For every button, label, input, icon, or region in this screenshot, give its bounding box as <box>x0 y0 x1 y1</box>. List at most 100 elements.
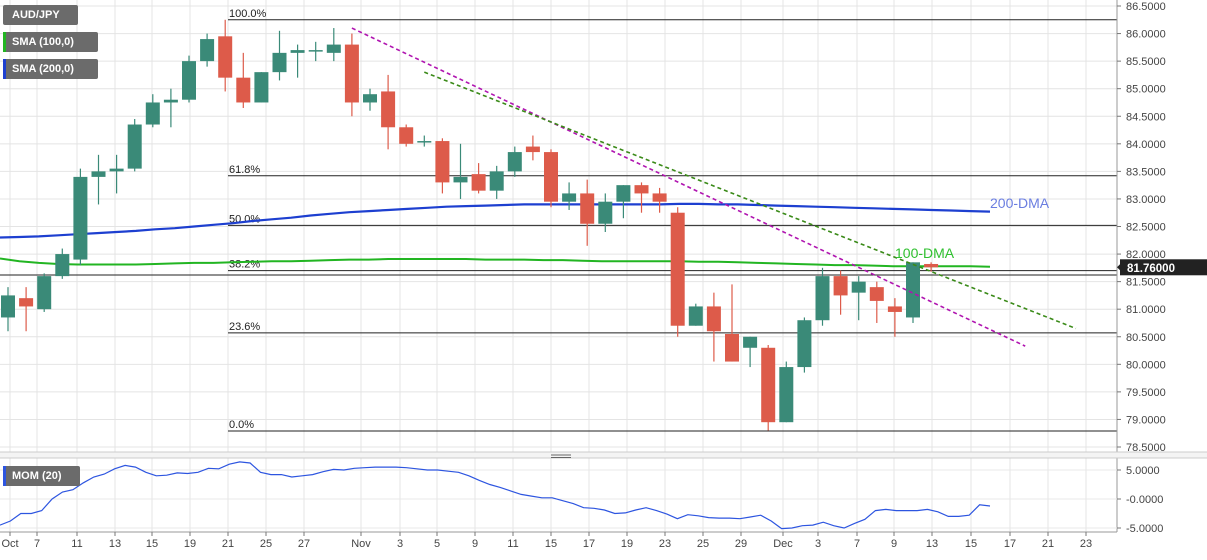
time-axis-label: 11 <box>507 538 518 550</box>
time-axis-label: 11 <box>71 538 82 550</box>
time-axis-label: 25 <box>260 538 272 550</box>
candle-up <box>815 276 830 321</box>
candle-down <box>399 127 414 144</box>
time-axis-label: 9 <box>891 538 897 550</box>
price-axis-label: 86.0000 <box>1126 29 1166 41</box>
candle-down <box>218 36 233 78</box>
sma100-swatch <box>3 32 6 52</box>
time-axis-label: 21 <box>222 538 234 550</box>
candle-down <box>344 44 359 103</box>
mom-axis-label: -5.0000 <box>1126 523 1163 535</box>
time-axis-label: 17 <box>1004 538 1016 550</box>
time-axis-label: 5 <box>434 538 440 550</box>
candle-down <box>869 287 884 301</box>
mom-legend[interactable]: MOM (20) <box>3 466 80 486</box>
time-axis-label: 3 <box>815 538 821 550</box>
price-axis-label: 85.0000 <box>1126 84 1166 96</box>
candle-down <box>236 77 251 103</box>
magenta-trendline <box>351 27 1026 347</box>
fib-label: 61.8% <box>229 164 260 176</box>
time-axis-label: 25 <box>697 538 709 550</box>
price-axis-label: 79.0000 <box>1126 414 1166 426</box>
candle-up <box>73 176 88 260</box>
candle-up <box>290 50 305 53</box>
candle-down <box>435 141 450 183</box>
price-axis-label: 83.5000 <box>1126 166 1166 178</box>
time-axis-label: Nov <box>351 538 371 550</box>
time-axis-label: 23 <box>1080 538 1092 550</box>
candle-up <box>598 201 613 224</box>
price-tag-pointer <box>1117 262 1122 273</box>
price-tag <box>1120 259 1207 276</box>
candle-up <box>109 168 124 172</box>
candle-down <box>471 174 486 191</box>
candle-up <box>326 44 341 53</box>
price-axis-label: 80.5000 <box>1126 332 1166 344</box>
price-axis-label: 78.5000 <box>1126 442 1166 454</box>
candle-up <box>200 39 215 62</box>
mom-line <box>0 461 991 530</box>
candle-up <box>127 124 142 169</box>
fib-label: 0.0% <box>229 419 254 431</box>
candle-down <box>761 347 776 423</box>
green-trendline <box>424 71 1077 330</box>
sma200-legend[interactable]: SMA (200,0) <box>3 59 98 79</box>
candle-up <box>489 171 504 191</box>
price-axis-label: 82.0000 <box>1126 249 1166 261</box>
candle-up <box>182 61 196 100</box>
time-axis-label: 17 <box>583 538 595 550</box>
time-axis-label: 13 <box>109 538 121 550</box>
candle-up <box>616 185 631 202</box>
candle-up <box>851 281 866 293</box>
fib-label: 38.2% <box>229 259 260 271</box>
time-axis-label: 13 <box>926 538 938 550</box>
time-axis-label: 3 <box>397 538 403 550</box>
time-axis-label: Dec <box>773 538 793 550</box>
time-axis-label: 15 <box>146 538 158 550</box>
panel-separator <box>0 452 1207 458</box>
price-axis-label: 81.0000 <box>1126 304 1166 316</box>
annotation-200-dma: 200-DMA <box>990 195 1050 211</box>
candle-up <box>688 306 703 326</box>
price-axis-label: 84.5000 <box>1126 111 1166 123</box>
candle-down <box>525 146 540 153</box>
time-axis-label: Oct <box>1 538 18 550</box>
price-axis-label: 80.0000 <box>1126 359 1166 371</box>
candle-down <box>887 306 902 312</box>
time-axis-label: 9 <box>472 538 478 550</box>
mom-axis-label: 5.0000 <box>1126 465 1160 477</box>
time-axis-label: 19 <box>621 538 633 550</box>
candle-up <box>1 295 15 318</box>
price-axis-label: 83.0000 <box>1126 194 1166 206</box>
sma200-legend-label: SMA (200,0) <box>12 63 74 75</box>
candle-up <box>37 276 52 310</box>
candle-down <box>19 298 34 307</box>
candle-down <box>652 193 667 202</box>
candle-up <box>562 193 577 202</box>
instrument-label[interactable]: AUD/JPY <box>3 5 78 25</box>
mom-legend-label: MOM (20) <box>12 470 62 482</box>
time-axis-label: 15 <box>965 538 977 550</box>
candle-up <box>453 176 468 183</box>
candle-up <box>363 94 377 103</box>
sma200-swatch <box>3 59 6 79</box>
candle-up <box>417 141 432 143</box>
fib-label: 23.6% <box>229 321 260 333</box>
candle-up <box>308 50 323 52</box>
mom-swatch <box>3 466 6 486</box>
candle-up <box>145 102 160 125</box>
sma100-legend[interactable]: SMA (100,0) <box>3 32 98 52</box>
candle-down <box>544 152 558 202</box>
candle-down <box>924 263 939 268</box>
candle-up <box>743 336 758 348</box>
price-axis-label: 85.5000 <box>1126 56 1166 68</box>
time-axis-label: 27 <box>298 538 310 550</box>
time-axis-label: 15 <box>545 538 557 550</box>
candle-down <box>381 91 396 128</box>
annotation-100-dma: 100-DMA <box>895 245 955 261</box>
candle-down <box>833 276 848 296</box>
candle-up <box>906 262 920 318</box>
